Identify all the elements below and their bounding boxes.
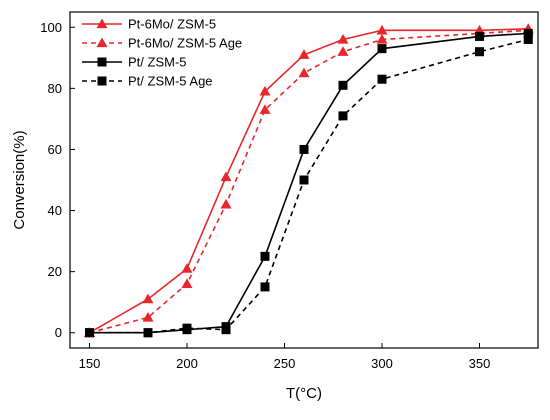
data-point	[338, 80, 348, 90]
legend-label: Pt/ ZSM-5	[128, 55, 187, 70]
data-point	[475, 47, 484, 57]
data-point	[377, 44, 387, 54]
y-tick-label: 0	[55, 325, 62, 340]
legend-marker	[96, 18, 108, 29]
data-point	[299, 144, 309, 154]
data-point	[338, 111, 348, 121]
data-point	[85, 328, 94, 338]
data-point	[259, 85, 271, 96]
data-point	[299, 175, 309, 185]
data-point	[221, 325, 231, 335]
series-line	[89, 28, 529, 334]
legend-label: Pt-6Mo/ ZSM-5	[128, 17, 216, 32]
data-point	[523, 34, 533, 44]
data-point	[523, 28, 533, 38]
data-point	[337, 33, 349, 44]
data-point	[260, 282, 270, 292]
plot-frame	[69, 11, 539, 349]
y-tick-label: 80	[48, 81, 62, 96]
data-point	[220, 171, 232, 182]
legend-marker	[96, 37, 108, 48]
data-point	[181, 278, 193, 288]
series-2	[84, 24, 534, 337]
x-axis-title: T(°C)	[286, 385, 322, 402]
data-point	[475, 31, 484, 41]
legend-marker	[97, 57, 107, 67]
y-axis-title: Conversion(%)	[11, 130, 28, 229]
legend-marker	[97, 76, 107, 86]
series-4	[85, 34, 533, 338]
y-tick-label: 60	[48, 142, 62, 157]
plot-area: 150 200 250 300 350 0 20 40 60 80 100	[40, 11, 539, 371]
data-point	[337, 46, 349, 56]
y-tick-label: 40	[48, 203, 62, 218]
data-point	[298, 67, 310, 78]
data-point	[181, 263, 193, 273]
legend-label: Pt-6Mo/ ZSM-5 Age	[128, 36, 242, 51]
data-point	[260, 251, 270, 261]
data-point	[259, 104, 271, 114]
series-layer	[84, 23, 534, 338]
y-axis: 0 20 40 60 80 100	[40, 20, 75, 340]
data-point	[182, 323, 192, 333]
y-tick-label: 20	[48, 264, 62, 279]
y-tick-label: 100	[40, 20, 62, 35]
data-point	[142, 293, 154, 304]
x-tick-label: 300	[371, 356, 393, 371]
x-tick-label: 200	[176, 356, 198, 371]
legend: Pt-6Mo/ ZSM-5 Pt-6Mo/ ZSM-5 Age Pt/ ZSM-5 P…	[82, 17, 242, 89]
legend-label: Pt/ ZSM-5 Age	[128, 74, 213, 89]
data-point	[377, 74, 387, 84]
data-point	[376, 33, 388, 44]
x-tick-label: 150	[79, 356, 101, 371]
x-tick-label: 350	[469, 356, 491, 371]
x-tick-label: 250	[274, 356, 296, 371]
series-line	[89, 38, 529, 334]
data-point	[220, 198, 232, 209]
series-line	[89, 32, 529, 334]
series-line	[89, 29, 529, 334]
data-point	[142, 311, 154, 322]
data-point	[143, 328, 153, 338]
data-point	[376, 24, 388, 35]
x-axis: 150 200 250 300 350	[79, 343, 491, 371]
data-point	[298, 49, 310, 59]
